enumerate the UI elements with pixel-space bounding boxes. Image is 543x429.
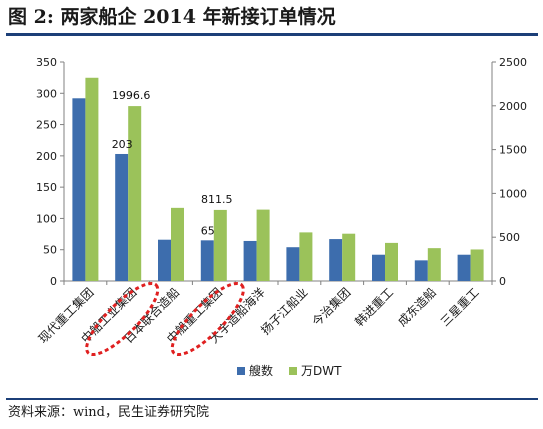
y-left-tick-label: 0 [50, 275, 57, 288]
y-left-tick-label: 250 [36, 119, 57, 132]
bar-chart: 0 50 100 150 200 250 300 350 0 500 1000 1500 2000 250… [35, 56, 527, 378]
legend-label-dwt: 万DWT [301, 364, 342, 378]
legend-label-ship-count: 艘数 [249, 363, 273, 378]
chart-bars [72, 77, 484, 281]
data-label-ship-count: 65 [201, 224, 215, 237]
y-right-tick-label: 2000 [499, 100, 527, 113]
category-label: 扬子江船业 [257, 285, 310, 338]
y-left-tick-label: 100 [36, 212, 57, 225]
source-note: 资料来源：wind，民生证券研究院 [8, 405, 209, 420]
y-left-tick-label: 200 [36, 150, 57, 163]
legend-swatch-dwt [289, 367, 297, 375]
bar-dwt [256, 209, 270, 281]
chart-data-labels: 1996.6 203 811.5 65 [112, 89, 233, 237]
figure-title: 图 2: 两家船企 2014 年新接订单情况 [8, 6, 336, 28]
chart-category-labels: 现代重工集团中船工业集团日本联合造船中船重工集团大宇造船海洋扬子江船业今治集团韩… [35, 285, 482, 347]
bar-ship-count [286, 247, 300, 281]
category-label: 今治集团 [309, 285, 354, 330]
data-label-dwt: 811.5 [201, 193, 233, 206]
highlight-circle [85, 281, 160, 357]
bar-dwt [427, 248, 441, 281]
data-label-ship-count: 203 [112, 138, 133, 151]
bar-ship-count [200, 240, 214, 281]
category-label: 韩进重工 [352, 285, 397, 330]
y-left-tick-label: 150 [36, 181, 57, 194]
y-right-tick-label: 1500 [499, 144, 527, 157]
y-right-tick-label: 1000 [499, 187, 527, 200]
bar-dwt [171, 207, 184, 281]
bar-ship-count [115, 153, 129, 281]
bar-dwt [342, 233, 356, 281]
title-rule [6, 33, 538, 36]
bar-ship-count [158, 239, 171, 281]
bar-dwt [385, 242, 398, 281]
chart-legend: 艘数 万DWT [237, 363, 342, 378]
bar-dwt [213, 209, 227, 281]
category-label: 成东造船 [395, 285, 439, 329]
y-left-tick-label: 50 [43, 244, 57, 257]
footer-rule [6, 398, 538, 400]
y-left-tick-label: 300 [36, 87, 57, 100]
bar-ship-count [329, 239, 343, 281]
y-right-tick-label: 2500 [499, 56, 527, 69]
legend-swatch-ship-count [237, 367, 245, 375]
bar-ship-count [457, 254, 471, 281]
y-right-tick-label: 500 [499, 231, 520, 244]
bar-ship-count [72, 98, 86, 281]
bar-dwt [470, 249, 484, 281]
bar-ship-count [372, 254, 385, 281]
bar-dwt [299, 232, 313, 281]
chart-highlight-marks [85, 281, 245, 357]
data-label-dwt: 1996.6 [112, 89, 151, 102]
bar-dwt [128, 106, 142, 281]
highlight-circle [170, 281, 245, 357]
chart-axes: 0 50 100 150 200 250 300 350 0 500 1000 1500 2000 250… [36, 56, 527, 288]
bar-ship-count [243, 240, 257, 281]
y-right-tick-label: 0 [499, 275, 506, 288]
bar-ship-count [414, 260, 428, 281]
y-left-tick-label: 350 [36, 56, 57, 69]
category-label: 三星重工 [438, 285, 482, 329]
bar-dwt [85, 77, 99, 281]
